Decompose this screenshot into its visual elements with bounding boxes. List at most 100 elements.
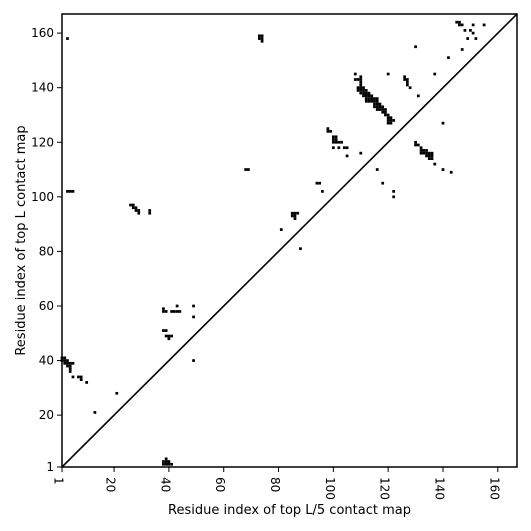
contact-point-upper: [71, 190, 75, 193]
contact-point-upper: [293, 211, 297, 215]
contact-point-upper: [370, 99, 374, 103]
x-axis-title: Residue index of top L/5 contact map: [168, 503, 411, 518]
contact-point-upper: [131, 203, 135, 207]
contact-point-upper: [290, 211, 294, 215]
contact-point-upper: [66, 190, 69, 193]
contact-point-upper: [367, 99, 371, 103]
contact-point-upper: [63, 359, 67, 362]
contact-point-upper: [419, 149, 423, 152]
contact-point-upper: [414, 143, 417, 147]
contact-point-upper: [359, 83, 363, 87]
contact-point-upper: [359, 75, 363, 79]
contact-point-upper: [356, 86, 360, 90]
contact-point-upper: [148, 209, 152, 212]
contact-point-upper: [425, 151, 428, 155]
contact-point-upper: [66, 364, 69, 368]
contact-point-upper: [71, 375, 75, 379]
contact-point-lower: [162, 462, 165, 466]
contact-point-upper: [405, 78, 409, 81]
contact-point-upper: [463, 29, 467, 32]
contact-point-upper: [63, 356, 67, 360]
contact-point-upper: [326, 127, 330, 130]
contact-point-upper: [419, 146, 423, 150]
contact-point-upper: [66, 361, 69, 365]
contact-point-upper: [175, 310, 179, 313]
contact-point-upper: [460, 48, 464, 51]
contact-point-upper: [137, 209, 141, 212]
contact-point-upper: [416, 94, 420, 98]
contact-point-upper: [364, 99, 368, 103]
contact-point-upper: [68, 190, 72, 193]
contact-point-upper: [367, 94, 371, 98]
contact-point-lower: [164, 462, 168, 466]
x-tick-label: 100: [323, 477, 337, 500]
contact-point-upper: [345, 154, 349, 158]
contact-point-upper: [321, 190, 324, 193]
contact-point-upper: [364, 89, 368, 92]
y-tick-label: 80: [39, 244, 54, 258]
contact-point-upper: [427, 154, 431, 158]
contact-point-upper: [367, 91, 371, 95]
contact-point-upper: [389, 121, 393, 125]
contact-point-upper: [430, 154, 434, 158]
contact-point-upper: [386, 72, 390, 76]
contact-point-upper: [164, 334, 168, 338]
contact-point-lower: [167, 462, 171, 466]
contact-point-lower: [170, 462, 174, 466]
contact-point-upper: [356, 89, 360, 92]
contact-point-upper: [408, 86, 412, 90]
contact-point-upper: [131, 206, 135, 210]
contact-point-upper: [353, 78, 357, 81]
contact-point-upper: [331, 140, 335, 144]
contact-point-upper: [162, 310, 165, 313]
contact-point-upper: [342, 146, 346, 150]
contact-point-upper: [364, 94, 368, 98]
contact-point-upper: [422, 151, 426, 155]
upper-series-group: [60, 20, 486, 414]
contact-point-upper: [471, 31, 475, 35]
contact-point-upper: [414, 45, 417, 49]
y-tick-label: 140: [31, 81, 54, 95]
contact-point-upper: [455, 20, 459, 24]
contact-point-upper: [345, 146, 349, 150]
contact-point-upper: [334, 138, 338, 141]
contact-point-upper: [93, 411, 97, 414]
contact-point-upper: [458, 20, 461, 24]
contact-point-upper: [460, 23, 464, 27]
contact-point-upper: [425, 149, 428, 152]
contact-point-upper: [79, 378, 83, 382]
contact-point-upper: [364, 97, 368, 100]
contact-point-upper: [474, 37, 478, 40]
contact-point-upper: [115, 391, 119, 395]
contact-point-upper: [414, 140, 417, 144]
contact-point-upper: [359, 78, 363, 81]
contact-point-upper: [378, 102, 382, 106]
contact-point-upper: [392, 190, 396, 193]
contact-point-lower: [164, 460, 168, 463]
contact-point-upper: [482, 23, 486, 27]
contact-point-upper: [334, 135, 338, 139]
contact-point-upper: [419, 151, 423, 155]
contact-point-upper: [173, 310, 176, 313]
contact-point-upper: [340, 140, 343, 144]
contact-point-upper: [260, 34, 264, 38]
contact-point-upper: [129, 203, 132, 207]
contact-point-upper: [79, 375, 83, 379]
contact-point-upper: [192, 315, 195, 319]
y-tick-label: 1: [46, 460, 54, 474]
contact-point-upper: [331, 138, 335, 141]
y-tick-label: 60: [39, 299, 54, 313]
contact-point-upper: [458, 23, 461, 27]
contact-point-upper: [68, 361, 72, 365]
contact-point-upper: [71, 361, 75, 365]
contact-point-upper: [384, 108, 387, 111]
x-tick-label: 1: [52, 477, 66, 485]
contact-point-upper: [386, 121, 390, 125]
contact-point-upper: [175, 304, 179, 308]
contact-point-upper: [386, 119, 390, 122]
contact-point-upper: [373, 97, 376, 100]
contact-point-upper: [247, 168, 250, 171]
plot-frame: [61, 13, 518, 468]
contact-point-upper: [362, 91, 365, 95]
contact-point-upper: [68, 367, 72, 371]
